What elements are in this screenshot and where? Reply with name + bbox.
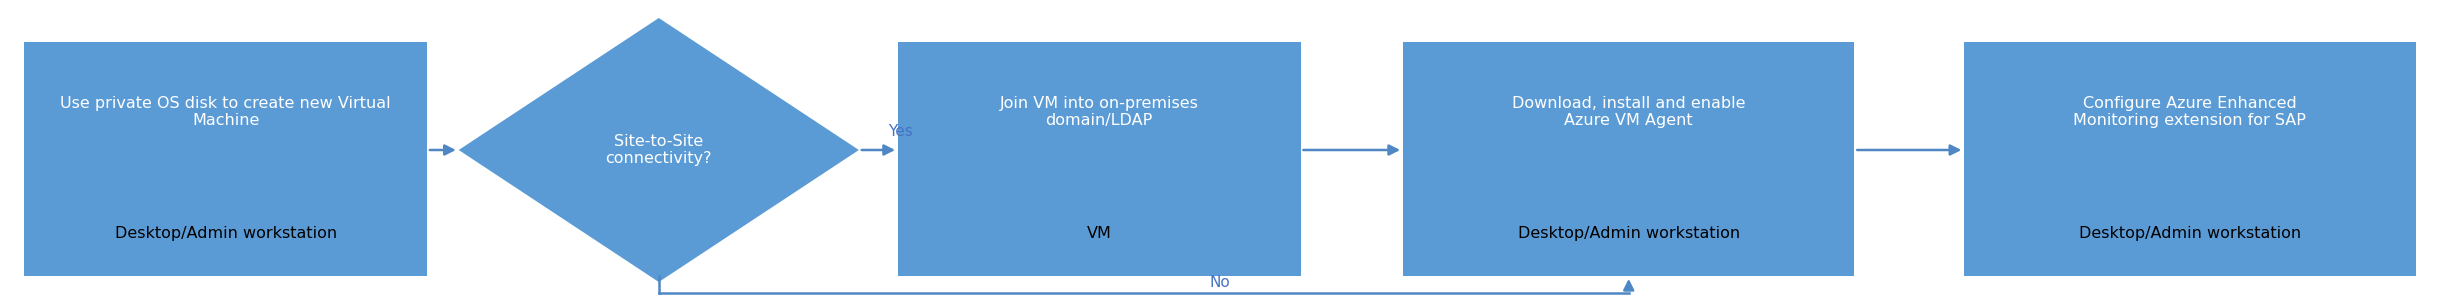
Text: No: No — [1210, 275, 1230, 290]
Text: VM: VM — [1086, 226, 1113, 242]
FancyBboxPatch shape — [24, 42, 427, 276]
Text: Yes: Yes — [888, 124, 913, 140]
Polygon shape — [459, 18, 859, 282]
Text: Use private OS disk to create new Virtual
Machine: Use private OS disk to create new Virtua… — [61, 96, 390, 128]
FancyBboxPatch shape — [898, 42, 1301, 276]
Text: Desktop/Admin workstation: Desktop/Admin workstation — [115, 226, 337, 242]
Text: Site-to-Site
connectivity?: Site-to-Site connectivity? — [605, 134, 712, 166]
FancyBboxPatch shape — [1403, 42, 1854, 276]
Text: Configure Azure Enhanced
Monitoring extension for SAP: Configure Azure Enhanced Monitoring exte… — [2074, 96, 2306, 128]
FancyBboxPatch shape — [1964, 42, 2416, 276]
Text: Download, install and enable
Azure VM Agent: Download, install and enable Azure VM Ag… — [1513, 96, 1745, 128]
Text: Desktop/Admin workstation: Desktop/Admin workstation — [2079, 226, 2301, 242]
Text: Desktop/Admin workstation: Desktop/Admin workstation — [1518, 226, 1740, 242]
Text: Join VM into on-premises
domain/LDAP: Join VM into on-premises domain/LDAP — [1000, 96, 1198, 128]
